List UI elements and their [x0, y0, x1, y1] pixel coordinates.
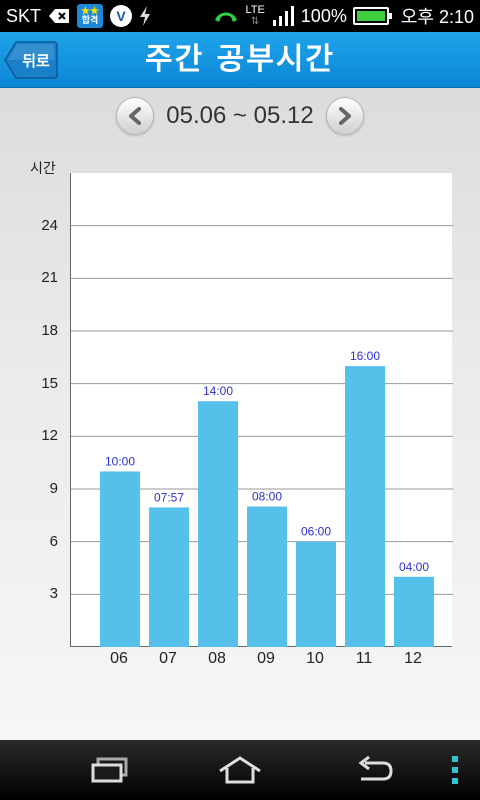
recent-apps-icon	[91, 757, 128, 783]
menu-icon	[452, 756, 458, 784]
y-tick-label: 21	[41, 269, 58, 287]
bar-value-label: 14:00	[203, 384, 233, 398]
back-button-label: 뒤로	[22, 51, 50, 70]
y-tick-label: 15	[41, 374, 58, 392]
status-bar: SKT ★★ 합격 V LTE ⇅ 100% 오후 2:10	[0, 0, 480, 32]
prev-week-button[interactable]	[116, 97, 155, 135]
bar-09	[247, 506, 287, 647]
back-button-shape-icon	[4, 41, 58, 79]
bar-11	[345, 366, 385, 647]
x-tick-label: 11	[355, 650, 373, 667]
clock: 오후 2:10	[400, 7, 474, 27]
back-icon	[358, 755, 393, 781]
signal-icon	[271, 5, 295, 27]
battery-fill	[356, 11, 385, 21]
battery-percent: 100%	[300, 5, 347, 26]
call-icon	[213, 5, 239, 27]
x-tick-label: 09	[257, 650, 275, 667]
bar-07	[149, 507, 189, 647]
next-week-button[interactable]	[325, 97, 364, 135]
recent-apps-button[interactable]	[80, 740, 140, 800]
y-tick-label: 6	[49, 532, 58, 550]
pass-badge-label: 합격	[81, 15, 99, 25]
week-navigator: 05.06 ~ 05.12	[0, 96, 480, 136]
x-tick-label: 08	[208, 650, 226, 667]
network-type: LTE	[245, 4, 265, 16]
battery-icon	[352, 7, 392, 25]
network-indicator: LTE ⇅	[245, 4, 265, 28]
bar-value-label: 04:00	[399, 560, 429, 574]
navigation-bar	[0, 740, 480, 800]
keyboard-delete-icon	[48, 5, 70, 27]
y-tick-label: 18	[41, 322, 58, 339]
chevron-left-icon	[129, 107, 142, 125]
menu-button[interactable]	[440, 740, 470, 800]
x-tick-label: 12	[404, 650, 422, 667]
bar-value-label: 16:00	[350, 349, 380, 363]
data-arrows-icon: ⇅	[250, 16, 260, 27]
y-tick-label: 24	[41, 216, 58, 234]
v3-icon: V	[110, 5, 133, 27]
bar-chart: 10:00 07:57 14:00 08:00 06:00 16:00 04:00	[71, 225, 453, 647]
charging-bolt-icon	[139, 5, 151, 27]
x-tick-label: 10	[306, 650, 324, 667]
back-button[interactable]: 뒤로	[4, 40, 58, 80]
y-axis-title: 시간	[30, 161, 56, 177]
bar-10	[296, 541, 336, 647]
week-range: 05.06 ~ 05.12	[166, 102, 314, 129]
home-button[interactable]	[210, 740, 270, 800]
bar-06	[100, 471, 140, 647]
y-tick-label: 12	[41, 427, 58, 445]
bar-08	[198, 401, 238, 647]
home-icon	[219, 756, 261, 784]
chart-plot-area: 10:00 07:57 14:00 08:00 06:00 16:00 04:00	[70, 173, 453, 647]
pass-app-icon: ★★ 합격	[77, 4, 104, 28]
chevron-right-icon	[338, 107, 351, 125]
bar-value-label: 07:57	[154, 490, 184, 504]
title-bar: 주간 공부시간 뒤로	[0, 32, 480, 88]
carrier-label: SKT	[6, 5, 42, 26]
y-tick-label: 3	[49, 585, 58, 603]
bar-12	[394, 576, 434, 647]
x-tick-label: 07	[159, 650, 177, 667]
x-tick-label: 06	[110, 650, 128, 667]
system-back-button[interactable]	[344, 740, 404, 800]
bar-value-label: 08:00	[252, 490, 282, 504]
y-tick-label: 9	[49, 480, 58, 497]
content-area: 05.06 ~ 05.12 시간 3 6 9 12 15 18 21 24 10:00 07:5…	[0, 88, 480, 740]
bar-value-label: 06:00	[301, 525, 331, 539]
page-title: 주간 공부시간	[144, 42, 336, 77]
bar-value-label: 10:00	[105, 454, 135, 468]
